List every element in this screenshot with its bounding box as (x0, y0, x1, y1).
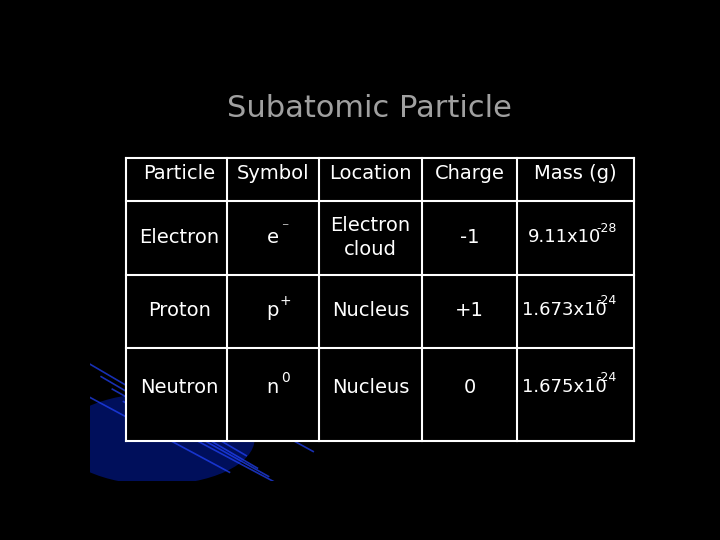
Text: -24: -24 (596, 372, 616, 384)
Text: Symbol: Symbol (236, 164, 309, 183)
Text: Mass (g): Mass (g) (534, 164, 617, 183)
Text: Electron
cloud: Electron cloud (330, 216, 410, 259)
Text: -24: -24 (596, 294, 616, 307)
Text: Nucleus: Nucleus (332, 301, 409, 320)
Text: Nucleus: Nucleus (332, 377, 409, 396)
Text: +: + (279, 294, 291, 308)
Text: p: p (266, 301, 279, 320)
Text: -28: -28 (596, 222, 616, 235)
Text: 9.11x10: 9.11x10 (528, 228, 601, 246)
Bar (126, 158, 634, 441)
Text: ⁻: ⁻ (282, 221, 289, 235)
Text: e: e (266, 228, 279, 247)
Text: -1: -1 (459, 228, 480, 247)
Text: 0: 0 (281, 371, 289, 385)
Text: 1.673x10: 1.673x10 (522, 301, 607, 319)
Text: Particle: Particle (143, 164, 215, 183)
Text: Proton: Proton (148, 301, 211, 320)
Text: Subatomic Particle: Subatomic Particle (227, 94, 511, 123)
Text: Location: Location (329, 164, 412, 183)
Text: Electron: Electron (139, 228, 220, 247)
Text: 0: 0 (463, 377, 476, 396)
Text: Neutron: Neutron (140, 377, 218, 396)
Ellipse shape (59, 393, 255, 485)
Text: Charge: Charge (434, 164, 505, 183)
Text: n: n (266, 377, 279, 396)
Text: +1: +1 (455, 301, 484, 320)
Text: 1.675x10: 1.675x10 (522, 378, 607, 396)
